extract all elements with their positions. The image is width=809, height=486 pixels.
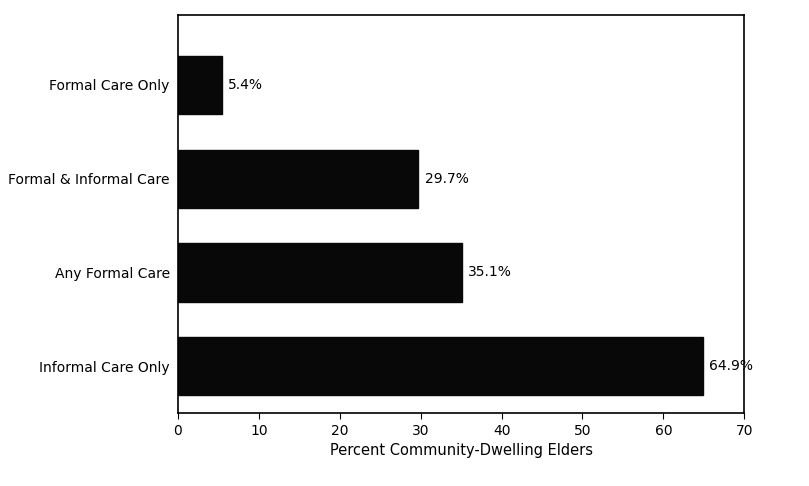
Bar (178, 56, 222, 114)
Bar (178, 150, 418, 208)
Bar (178, 243, 462, 301)
Text: 29.7%: 29.7% (425, 172, 468, 186)
Text: 35.1%: 35.1% (468, 265, 512, 279)
Text: 5.4%: 5.4% (228, 78, 263, 92)
Bar (178, 337, 703, 395)
X-axis label: Percent Community-Dwelling Elders: Percent Community-Dwelling Elders (329, 443, 593, 458)
Text: 64.9%: 64.9% (709, 359, 753, 373)
